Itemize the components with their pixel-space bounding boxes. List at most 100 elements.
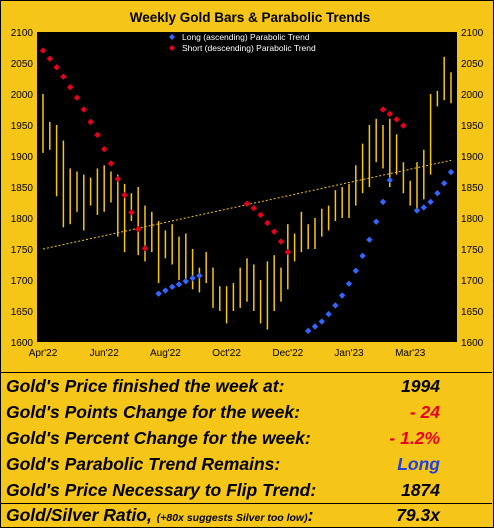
x-tick-label: Jun'22 [90, 348, 120, 359]
y-tick-label-right: 1750 [461, 245, 484, 256]
long-trend-point [155, 290, 162, 297]
short-trend-point [101, 145, 108, 153]
x-tick-label: Mar'23 [395, 348, 426, 359]
short-trend-point [87, 118, 94, 126]
long-trend-point [447, 168, 455, 176]
stat-value-percent-change: - 1.2% [389, 428, 440, 448]
long-trend-point [182, 278, 189, 285]
legend-marker [169, 45, 175, 51]
long-trend-point [427, 198, 434, 206]
stat-row-trend: Gold's Parabolic Trend Remains: Long [0, 453, 492, 477]
y-tick-label-left: 1700 [11, 276, 34, 287]
long-trend-point [332, 302, 339, 309]
x-tick-label: Jan'23 [334, 348, 364, 359]
long-trend-point [366, 236, 373, 243]
long-trend-point [379, 198, 387, 206]
short-trend-point [393, 116, 400, 123]
short-trend-point [264, 219, 271, 227]
y-tick-label-left: 2100 [11, 28, 34, 39]
short-trend-point [271, 228, 278, 235]
ratio-value: 79.3x [396, 505, 440, 525]
legend-label: Short (descending) Parabolic Trend [182, 43, 316, 53]
stat-value-flip-price: 1874 [401, 480, 440, 500]
stat-label-flip-price: Gold's Price Necessary to Flip Trend: [6, 480, 317, 500]
y-tick-label-right: 1600 [461, 338, 484, 349]
stat-row-ratio: Gold/Silver Ratio, (+80x suggests Silver… [0, 504, 492, 528]
long-trend-point [305, 327, 312, 335]
short-trend-point [46, 55, 53, 62]
long-trend-point [373, 218, 380, 225]
short-trend-point [243, 200, 251, 207]
y-tick-label-left: 2000 [11, 90, 34, 101]
stat-label-trend: Gold's Parabolic Trend Remains: [6, 454, 281, 474]
x-tick-label: Dec'22 [272, 348, 303, 359]
long-trend-point [386, 176, 393, 184]
short-trend-point [128, 209, 135, 216]
short-trend-point [135, 225, 142, 233]
short-trend-point [257, 211, 264, 219]
short-trend-point [141, 245, 149, 252]
short-trend-point [80, 106, 87, 113]
short-trend-point [53, 64, 60, 71]
divider-line [0, 372, 492, 373]
stat-row-percent-change: Gold's Percent Change for the week: - 1.… [0, 427, 492, 451]
y-tick-label-right: 1950 [461, 121, 484, 132]
y-tick-label-right: 1800 [461, 214, 484, 225]
long-trend-point [162, 287, 169, 294]
long-trend-point [339, 292, 346, 299]
long-trend-point [189, 274, 196, 282]
short-trend-point [250, 204, 257, 212]
y-tick-label-left: 2050 [11, 59, 34, 70]
short-trend-point [379, 106, 387, 113]
stat-label-points-change: Gold's Points Change for the week: [6, 402, 300, 422]
stat-label-percent-change: Gold's Percent Change for the week: [6, 428, 311, 448]
long-trend-point [420, 204, 427, 211]
short-trend-point [39, 47, 47, 54]
stat-row-flip-price: Gold's Price Necessary to Flip Trend: 18… [0, 479, 492, 503]
x-tick-label: Oct'22 [212, 348, 241, 359]
long-trend-point [413, 207, 421, 214]
short-trend-point [114, 175, 121, 183]
short-trend-point [386, 110, 393, 118]
short-trend-point [277, 238, 285, 245]
y-tick-label-right: 1900 [461, 152, 484, 163]
ratio-divider-line [0, 503, 492, 504]
long-trend-point [352, 267, 359, 274]
long-trend-point [441, 180, 448, 187]
legend-marker [169, 34, 175, 40]
y-tick-label-left: 1950 [11, 121, 34, 132]
ratio-note: (+80x suggests Silver too low) [156, 512, 308, 524]
y-tick-label-left: 1900 [11, 152, 34, 163]
short-trend-point [73, 94, 81, 101]
long-trend-point [359, 252, 366, 260]
short-trend-point [67, 83, 74, 91]
long-trend-point [345, 280, 353, 287]
chart-title: Weekly Gold Bars & Parabolic Trends [130, 10, 371, 25]
long-trend-point [196, 272, 203, 279]
ratio-label-text: Gold/Silver Ratio, [6, 505, 152, 525]
long-trend-point [175, 281, 183, 288]
y-tick-label-left: 1850 [11, 183, 34, 194]
y-tick-label-right: 1650 [461, 307, 484, 318]
gold-chart: Weekly Gold Bars & Parabolic Trends 1600 1… [11, 10, 484, 359]
stat-value-points-change: - 24 [409, 402, 440, 422]
y-tick-label-right: 2100 [461, 28, 484, 39]
ratio-colon: : [307, 505, 314, 525]
y-tick-label-left: 1600 [11, 338, 34, 349]
short-trend-point [121, 191, 128, 199]
long-trend-point [434, 190, 441, 197]
y-tick-label-right: 1700 [461, 276, 484, 287]
y-tick-label-left: 1800 [11, 214, 34, 225]
short-trend-point [107, 160, 115, 167]
stat-value-trend: Long [397, 454, 440, 474]
legend-label: Long (ascending) Parabolic Trend [182, 32, 310, 42]
stat-label-price: Gold's Price finished the week at: [6, 376, 285, 396]
long-trend-point [325, 310, 332, 318]
x-tick-label: Aug'22 [150, 348, 181, 359]
stat-row-price: Gold's Price finished the week at: 1994 [0, 375, 492, 399]
y-tick-label-right: 2050 [461, 59, 484, 70]
y-tick-label-left: 1750 [11, 245, 34, 256]
y-tick-label-left: 1650 [11, 307, 34, 318]
stat-value-price: 1994 [401, 376, 440, 396]
short-trend-point [60, 73, 67, 80]
